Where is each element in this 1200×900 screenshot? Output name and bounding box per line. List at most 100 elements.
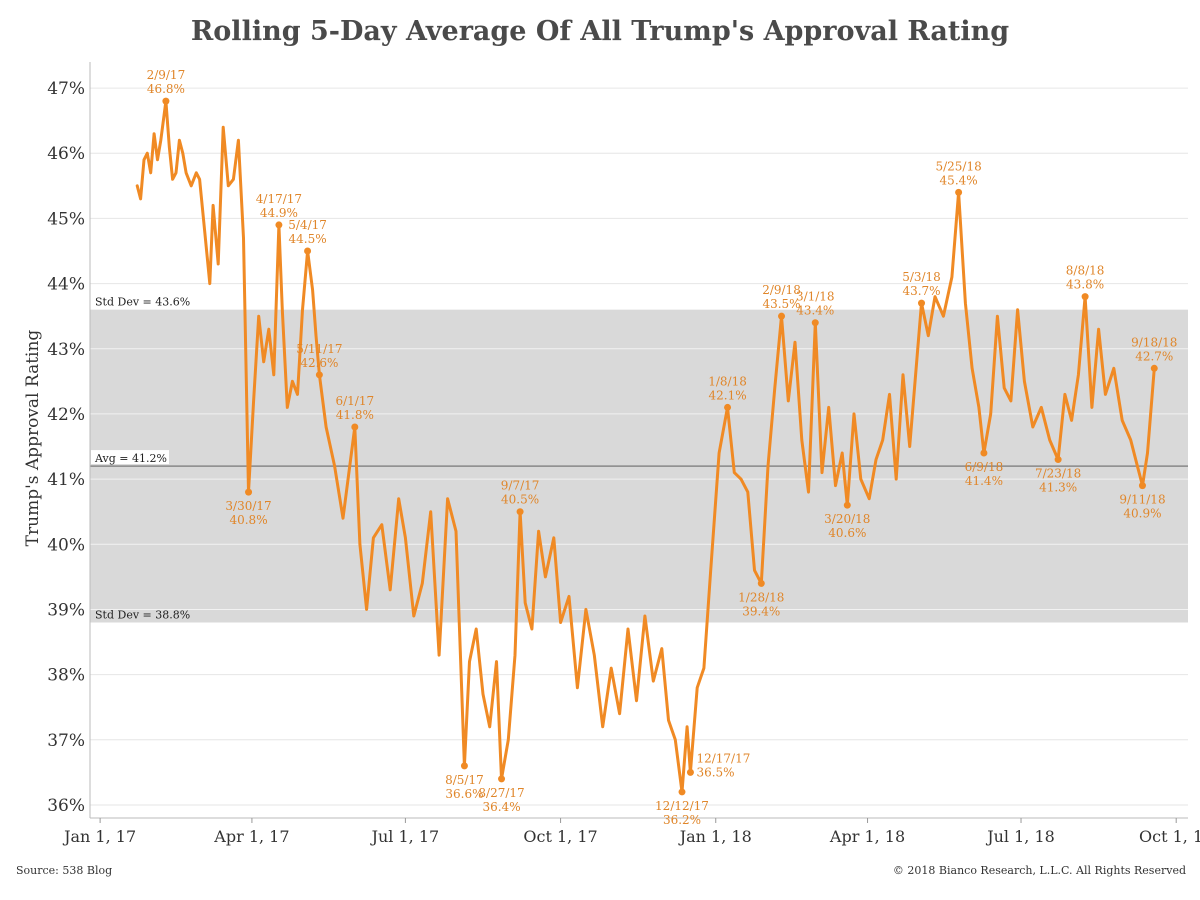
annotation-value-label: 42.7% <box>1135 349 1173 363</box>
annotation-date-label: 8/27/17 <box>478 786 524 800</box>
annotation-date-label: 12/17/17 <box>696 751 750 765</box>
y-tick-label: 43% <box>47 340 85 360</box>
y-tick-label: 44% <box>47 275 85 295</box>
y-tick-label: 41% <box>47 470 85 490</box>
annotation-point <box>1138 482 1146 490</box>
x-tick-label: Apr 1, 18 <box>829 827 905 846</box>
y-axis-label: Trump's Approval Rating <box>23 330 43 547</box>
annotation-point <box>304 247 312 255</box>
annotation-date-label: 6/9/18 <box>965 460 1004 474</box>
annotation-value-label: 43.4% <box>796 304 834 318</box>
annotation-point <box>678 788 686 796</box>
annotation-point <box>1150 364 1158 372</box>
x-tick-label: Jan 1, 17 <box>62 827 136 846</box>
annotation-point <box>162 97 170 105</box>
annotation-value-label: 44.5% <box>289 232 327 246</box>
annotation-point <box>811 319 819 327</box>
annotation-date-label: 2/9/17 <box>147 68 186 82</box>
y-tick-label: 37% <box>47 731 85 751</box>
y-tick-label: 46% <box>47 144 85 164</box>
annotation-value-label: 40.5% <box>501 493 539 507</box>
std-dev-high-label-bg <box>91 293 191 309</box>
copyright-note: © 2018 Bianco Research, L.L.C. All Right… <box>892 864 1186 877</box>
annotation-point <box>980 449 988 457</box>
average-label: Avg = 41.2% <box>94 452 167 465</box>
annotation-value-label: 41.3% <box>1039 481 1077 495</box>
annotation-point <box>516 508 524 516</box>
annotation-value-label: 43.5% <box>762 297 800 311</box>
annotation-date-label: 9/11/18 <box>1119 493 1165 507</box>
annotation-point <box>757 579 765 587</box>
x-tick-label: Jan 1, 18 <box>678 827 752 846</box>
y-tick-label: 45% <box>47 209 85 229</box>
annotation-point <box>778 312 786 320</box>
annotation-value-label: 41.4% <box>965 474 1003 488</box>
annotation-date-label: 9/18/18 <box>1131 335 1177 349</box>
std-dev-high-label: Std Dev = 43.6% <box>95 296 190 309</box>
annotation-point <box>686 768 694 776</box>
annotation-value-label: 39.4% <box>742 604 780 618</box>
annotation-date-label: 5/11/17 <box>296 342 342 356</box>
annotation-value-label: 42.1% <box>708 388 746 402</box>
average-line-group: Avg = 41.2% <box>90 450 1188 467</box>
y-tick-label: 47% <box>47 79 85 99</box>
annotation-point <box>351 423 359 431</box>
annotation-date-label: 3/30/17 <box>225 499 271 513</box>
annotation-value-label: 40.8% <box>229 513 267 527</box>
annotation-date-label: 5/3/18 <box>902 270 941 284</box>
std-dev-band: Std Dev = 43.6% Std Dev = 38.8% <box>90 293 1188 623</box>
source-note: Source: 538 Blog <box>16 864 113 877</box>
series-group <box>135 99 1156 794</box>
std-dev-low-label: Std Dev = 38.8% <box>95 608 190 621</box>
annotation-point <box>724 403 732 411</box>
annotation-value-label: 36.2% <box>663 813 701 827</box>
annotation-date-label: 8/5/17 <box>445 773 484 787</box>
annotation-date-label: 1/8/18 <box>708 374 747 388</box>
annotation-point <box>918 299 926 307</box>
annotation-point <box>498 775 506 783</box>
axes: 36% 37% 38% 39% 40% 41% 42% 43% 44% 45% 46% 47% Jan … <box>47 62 1200 846</box>
annotation-date-label: 1/28/18 <box>738 590 784 604</box>
y-tick-label: 39% <box>47 600 85 620</box>
annotation-date-label: 8/8/18 <box>1066 264 1105 278</box>
average-label-bg <box>91 450 169 465</box>
x-tick-label: Jul 1, 17 <box>370 827 440 846</box>
annotation-date-label: 4/17/17 <box>256 192 302 206</box>
annotation-point <box>245 488 253 496</box>
annotation-date-label: 12/12/17 <box>655 799 709 813</box>
annotation-point <box>275 221 283 229</box>
x-tick-label: Oct 1, 17 <box>523 827 597 846</box>
annotation-value-label: 45.4% <box>940 173 978 187</box>
chart-title: Rolling 5-Day Average Of All Trump's App… <box>190 16 1010 47</box>
annotation-point <box>1081 293 1089 301</box>
annotation-date-label: 9/7/17 <box>501 479 540 493</box>
annotation-value-label: 43.8% <box>1066 278 1104 292</box>
annotation-value-label: 43.7% <box>902 284 940 298</box>
annotation-point <box>843 501 851 509</box>
annotation-point <box>460 762 468 770</box>
annotation-date-label: 5/4/17 <box>288 218 327 232</box>
annotation-value-label: 44.9% <box>260 206 298 220</box>
y-tick-label: 42% <box>47 405 85 425</box>
x-tick-label: Apr 1, 17 <box>213 827 289 846</box>
annotation-date-label: 6/1/17 <box>335 394 374 408</box>
annotation-point <box>315 371 323 379</box>
annotation-date-label: 3/20/18 <box>824 512 870 526</box>
annotation-value-label: 36.6% <box>445 787 483 801</box>
x-tick-label: Jul 1, 18 <box>985 827 1055 846</box>
annotation-value-label: 40.9% <box>1123 507 1161 521</box>
annotation-date-label: 7/23/18 <box>1035 467 1081 481</box>
annotation-date-label: 2/9/18 <box>762 283 801 297</box>
annotation-value-label: 36.4% <box>482 800 520 814</box>
y-tick-label: 36% <box>47 796 85 816</box>
annotation-point <box>1054 456 1062 464</box>
annotation-value-label: 41.8% <box>336 408 374 422</box>
y-tick-label: 40% <box>47 535 85 555</box>
approval-rating-line <box>135 99 1156 794</box>
annotation-value-label: 36.5% <box>696 765 734 779</box>
annotation-date-label: 3/1/18 <box>796 290 835 304</box>
y-tick-label: 38% <box>47 666 85 686</box>
annotation-point <box>955 188 963 196</box>
